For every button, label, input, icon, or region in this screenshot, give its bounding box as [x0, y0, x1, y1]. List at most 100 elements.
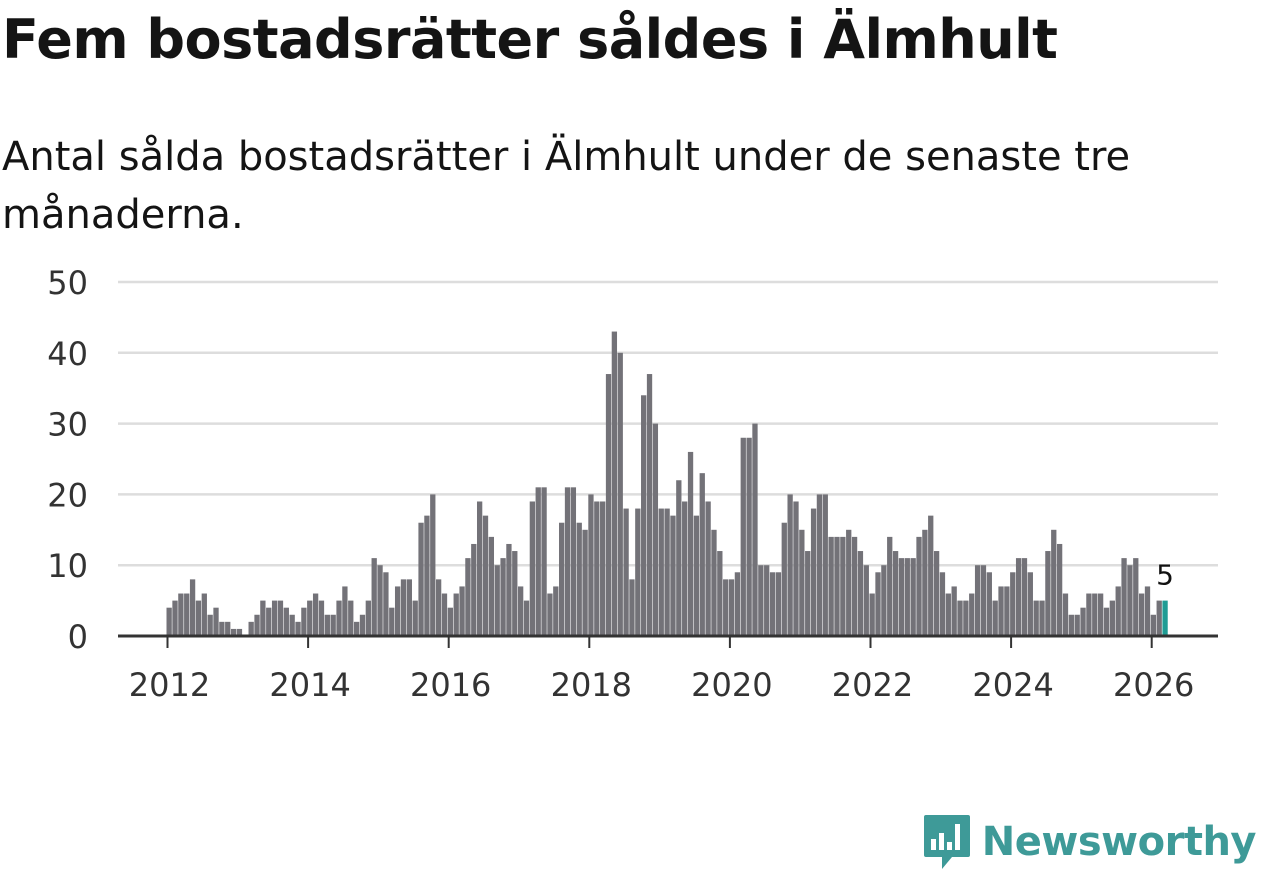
- bar: [330, 614, 336, 636]
- bar: [969, 593, 975, 636]
- bar: [1156, 600, 1162, 636]
- bar: [1045, 551, 1051, 636]
- bar: [189, 579, 196, 636]
- bar: [728, 579, 735, 636]
- bar: [289, 614, 295, 636]
- bar: [271, 600, 278, 636]
- bar: [1033, 600, 1039, 636]
- bar: [857, 551, 864, 636]
- bar: [840, 536, 846, 636]
- y-tick-label: 20: [47, 476, 88, 514]
- x-tick-label: 2016: [410, 666, 491, 704]
- chart-subtitle: Antal sålda bostadsrätter i Älmhult unde…: [2, 134, 1131, 238]
- bar: [342, 586, 348, 636]
- bar: [939, 572, 946, 636]
- bar: [213, 607, 219, 636]
- bar: [957, 600, 963, 636]
- bar: [822, 494, 828, 636]
- bar: [500, 558, 506, 636]
- bar: [846, 529, 852, 636]
- x-tick-label: 2014: [269, 666, 350, 704]
- bar: [1027, 572, 1033, 636]
- bar: [236, 628, 243, 636]
- bar: [1039, 600, 1045, 636]
- bar: [307, 600, 313, 636]
- bar: [324, 614, 330, 636]
- bar: [371, 558, 377, 636]
- bar: [277, 600, 284, 636]
- bar: [219, 621, 225, 636]
- bar: [834, 536, 840, 636]
- bar: [1051, 529, 1057, 636]
- bar: [805, 551, 811, 636]
- bar: [435, 579, 442, 636]
- bar: [535, 487, 541, 636]
- bar: [676, 480, 682, 636]
- bar: [717, 551, 723, 636]
- bar: [225, 621, 231, 636]
- bar: [353, 621, 360, 636]
- bar: [974, 565, 981, 636]
- bar: [963, 600, 969, 636]
- bar: [764, 565, 770, 636]
- bar: [1074, 614, 1080, 636]
- bar: [1121, 558, 1127, 636]
- bar-highlight: [1162, 600, 1168, 636]
- bar: [769, 572, 776, 636]
- bar: [705, 501, 711, 636]
- bar: [1144, 586, 1151, 636]
- bar: [740, 437, 746, 636]
- bar: [184, 593, 190, 636]
- bar: [1109, 600, 1115, 636]
- bar: [898, 558, 905, 636]
- bar: [887, 536, 893, 636]
- newsworthy-logo-icon: [923, 815, 970, 869]
- bar: [904, 558, 910, 636]
- bar: [986, 572, 992, 636]
- bar: [389, 607, 395, 636]
- bar: [752, 423, 758, 636]
- bar: [687, 451, 694, 636]
- bar: [260, 600, 266, 636]
- y-tick-label: 40: [47, 335, 88, 373]
- bar: [799, 529, 805, 636]
- bar: [787, 494, 793, 636]
- bar: [1021, 558, 1028, 636]
- bar: [793, 501, 799, 636]
- bar: [623, 508, 629, 636]
- bar: [570, 487, 577, 636]
- bar: [945, 593, 951, 636]
- bar: [365, 600, 371, 636]
- bar: [875, 572, 881, 636]
- bar: [564, 487, 571, 636]
- bar: [617, 352, 623, 636]
- bar: [295, 621, 301, 636]
- bar: [1015, 558, 1022, 636]
- bar: [600, 501, 606, 636]
- bar: [1080, 607, 1086, 636]
- bar: [611, 331, 618, 636]
- bar: [518, 586, 524, 636]
- bar: [471, 543, 477, 636]
- y-tick-label: 30: [47, 406, 88, 444]
- bar: [933, 551, 940, 636]
- bar: [195, 600, 202, 636]
- bar: [512, 551, 518, 636]
- bar: [723, 579, 729, 636]
- bar: [207, 614, 213, 636]
- bar: [670, 515, 676, 636]
- bar: [980, 565, 987, 636]
- bar: [810, 508, 817, 636]
- bar: [758, 565, 764, 636]
- bar: [594, 501, 600, 636]
- bar: [998, 586, 1004, 636]
- bar: [664, 508, 670, 636]
- bar: [1127, 565, 1133, 636]
- bar: [430, 494, 436, 636]
- bar: [1062, 593, 1069, 636]
- bar: [646, 374, 653, 636]
- bar: [494, 565, 500, 636]
- bar: [541, 487, 547, 636]
- bar: [336, 600, 342, 636]
